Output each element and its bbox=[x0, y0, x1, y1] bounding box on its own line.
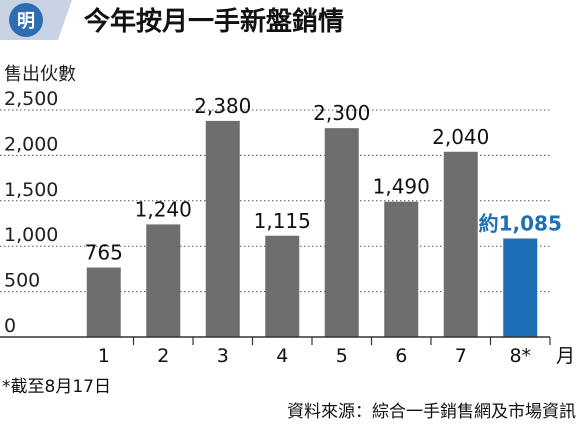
bar bbox=[146, 224, 181, 337]
x-tick-label: 4 bbox=[276, 345, 288, 367]
bar bbox=[443, 151, 478, 337]
x-tick-label: 8* bbox=[509, 345, 531, 367]
value-label: 約1,085 bbox=[479, 211, 562, 235]
value-label: 765 bbox=[85, 241, 123, 265]
source-note: 資料來源：綜合一手銷售網及市場資訊 bbox=[287, 402, 576, 422]
chart-header: 明 今年按月一手新盤銷情 bbox=[0, 0, 578, 40]
bar bbox=[86, 267, 121, 337]
bar bbox=[384, 201, 419, 337]
x-tick-labels: 1 2 3 4 5 6 7 8* bbox=[98, 337, 551, 367]
y-tick-label: 1,500 bbox=[4, 179, 58, 201]
value-labels: 765 1,240 2,380 1,115 2,300 1,490 2,040 約1,085 bbox=[85, 94, 562, 265]
bar bbox=[324, 128, 359, 337]
value-label: 1,115 bbox=[254, 209, 311, 233]
value-label: 1,490 bbox=[373, 175, 430, 199]
y-tick-label: 500 bbox=[4, 270, 40, 292]
x-tick-label: 3 bbox=[217, 345, 229, 367]
value-label: 2,300 bbox=[313, 101, 370, 125]
bars bbox=[86, 120, 538, 338]
x-tick-label: 2 bbox=[157, 345, 169, 367]
x-tick-label: 7 bbox=[455, 345, 467, 367]
logo-text: 明 bbox=[17, 11, 35, 32]
header-band bbox=[0, 0, 578, 40]
x-tick-label: 5 bbox=[336, 345, 348, 367]
y-tick-label: 2,000 bbox=[4, 133, 58, 155]
logo-badge bbox=[9, 3, 43, 37]
y-axis-label: 售出伙數 bbox=[4, 64, 76, 85]
bar bbox=[205, 120, 240, 338]
value-label: 2,040 bbox=[432, 125, 489, 149]
bar bbox=[503, 238, 538, 337]
value-label: 1,240 bbox=[135, 197, 192, 221]
y-tick-label: 0 bbox=[4, 315, 16, 337]
chart-title: 今年按月一手新盤銷情 bbox=[84, 6, 344, 37]
bar bbox=[265, 235, 300, 337]
x-tick-label: 6 bbox=[395, 345, 407, 367]
y-tick-labels: 0 500 1,000 1,500 2,000 2,500 bbox=[4, 88, 58, 337]
y-tick-label: 1,000 bbox=[4, 224, 58, 246]
y-tick-label: 2,500 bbox=[4, 88, 58, 110]
footnote: *截至8月17日 bbox=[2, 377, 111, 397]
value-label: 2,380 bbox=[194, 94, 251, 118]
x-axis-label: 月 bbox=[556, 345, 575, 367]
x-tick-label: 1 bbox=[98, 345, 110, 367]
